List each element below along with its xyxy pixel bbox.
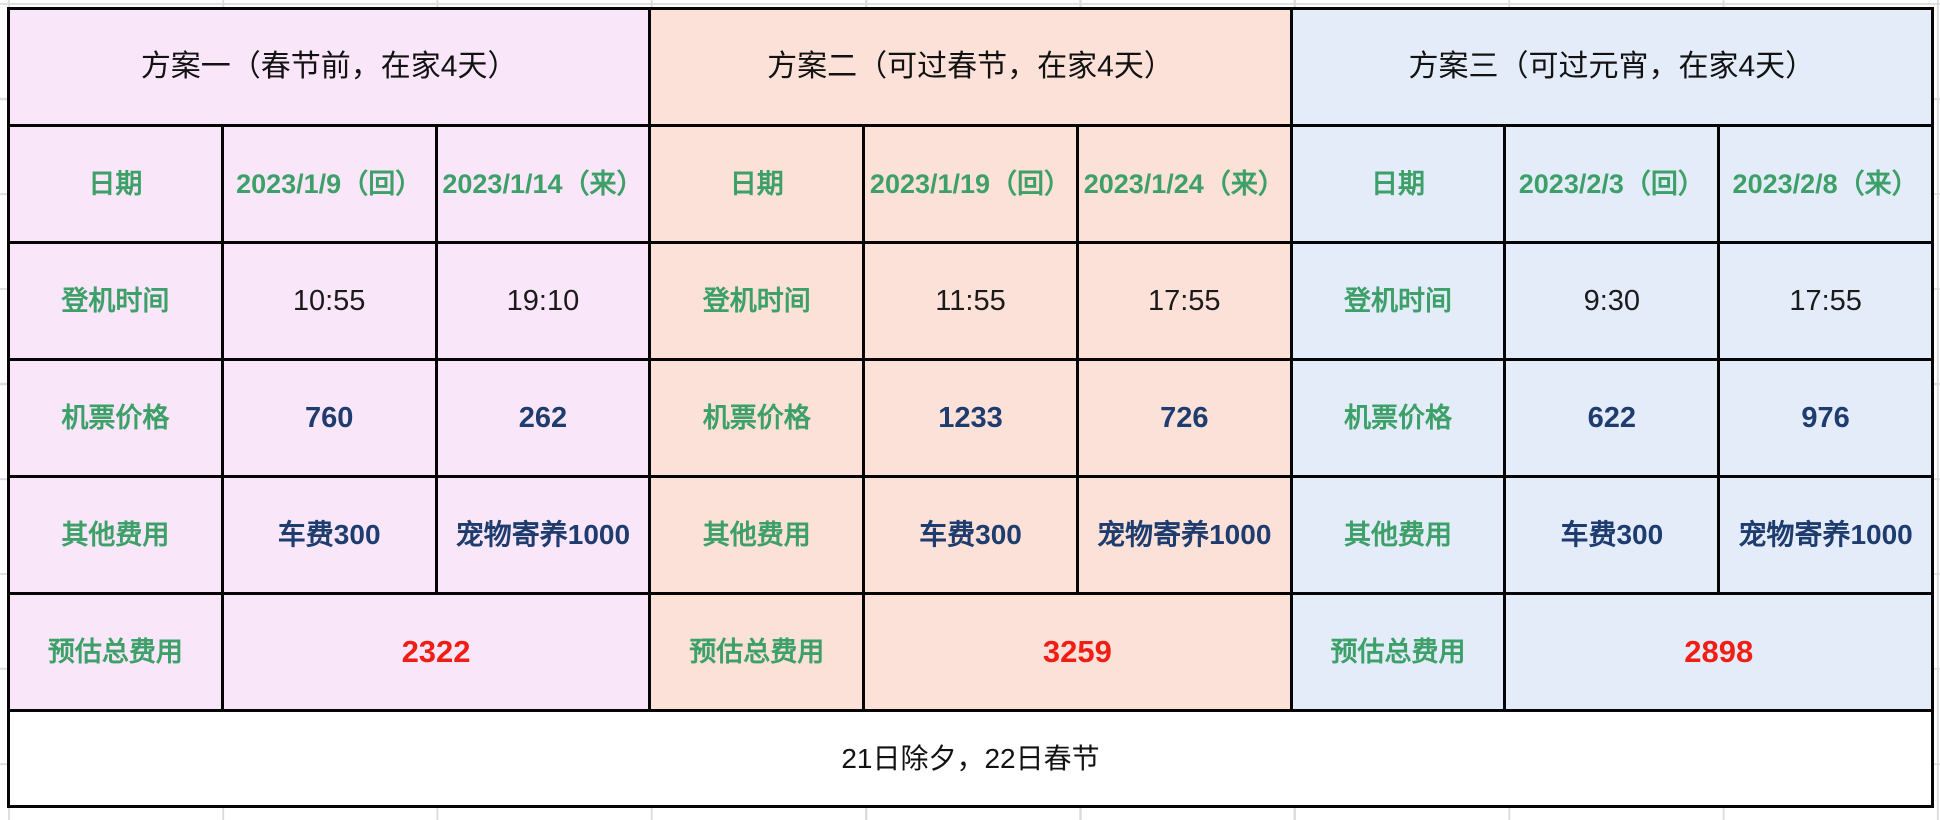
plan3-price-label[interactable]: 机票价格 (1292, 361, 1504, 475)
plan3-date-return[interactable]: 2023/2/8（来） (1720, 127, 1931, 241)
plan2-other-back[interactable]: 车费300 (865, 478, 1076, 592)
plan1-total-label[interactable]: 预估总费用 (10, 595, 221, 709)
plan2-total-value[interactable]: 3259 (865, 595, 1290, 709)
plan1-other-back[interactable]: 车费300 (223, 478, 435, 592)
plan3-date-back[interactable]: 2023/2/3（回） (1506, 127, 1718, 241)
plan1-header[interactable]: 方案一（春节前，在家4天） (10, 10, 649, 124)
plan3-boarding-back[interactable]: 9:30 (1506, 244, 1718, 358)
plan3-total-label[interactable]: 预估总费用 (1292, 595, 1504, 709)
plan1-boarding-label[interactable]: 登机时间 (10, 244, 221, 358)
plan1-price-label[interactable]: 机票价格 (10, 361, 221, 475)
plan2-price-back[interactable]: 1233 (865, 361, 1076, 475)
plan2-boarding-back[interactable]: 11:55 (865, 244, 1076, 358)
plan3-price-back[interactable]: 622 (1506, 361, 1718, 475)
plan2-other-return[interactable]: 宠物寄养1000 (1078, 478, 1290, 592)
plan1-date-return[interactable]: 2023/1/14（来） (437, 127, 649, 241)
plan3-header[interactable]: 方案三（可过元宵，在家4天） (1292, 10, 1931, 124)
plan2-date-return[interactable]: 2023/1/24（来） (1078, 127, 1290, 241)
plan1-other-return[interactable]: 宠物寄养1000 (437, 478, 649, 592)
plan2-boarding-label[interactable]: 登机时间 (651, 244, 863, 358)
plan2-boarding-return[interactable]: 17:55 (1078, 244, 1290, 358)
plan3-price-return[interactable]: 976 (1720, 361, 1931, 475)
plan3-boarding-label[interactable]: 登机时间 (1292, 244, 1504, 358)
plan1-total-value[interactable]: 2322 (223, 595, 649, 709)
plan1-price-return[interactable]: 262 (437, 361, 649, 475)
plan3-other-back[interactable]: 车费300 (1506, 478, 1718, 592)
plan3-other-return[interactable]: 宠物寄养1000 (1720, 478, 1931, 592)
plan2-total-label[interactable]: 预估总费用 (651, 595, 863, 709)
plan2-price-return[interactable]: 726 (1078, 361, 1290, 475)
plan2-header[interactable]: 方案二（可过春节，在家4天） (651, 10, 1290, 124)
plan2-other-label[interactable]: 其他费用 (651, 478, 863, 592)
plan1-boarding-return[interactable]: 19:10 (437, 244, 649, 358)
plan3-total-value[interactable]: 2898 (1506, 595, 1931, 709)
plan1-boarding-back[interactable]: 10:55 (223, 244, 435, 358)
plan1-price-back[interactable]: 760 (223, 361, 435, 475)
plan3-date-label[interactable]: 日期 (1292, 127, 1504, 241)
plan3-other-label[interactable]: 其他费用 (1292, 478, 1504, 592)
plan1-other-label[interactable]: 其他费用 (10, 478, 221, 592)
plan2-price-label[interactable]: 机票价格 (651, 361, 863, 475)
plans-comparison-table: 方案一（春节前，在家4天） 方案二（可过春节，在家4天） 方案三（可过元宵，在家… (7, 7, 1934, 808)
plan3-boarding-return[interactable]: 17:55 (1720, 244, 1931, 358)
plan1-date-back[interactable]: 2023/1/9（回） (223, 127, 435, 241)
plan2-date-label[interactable]: 日期 (651, 127, 863, 241)
footnote-cell[interactable]: 21日除夕，22日春节 (10, 712, 1931, 805)
plan2-date-back[interactable]: 2023/1/19（回） (865, 127, 1076, 241)
plan1-date-label[interactable]: 日期 (10, 127, 221, 241)
